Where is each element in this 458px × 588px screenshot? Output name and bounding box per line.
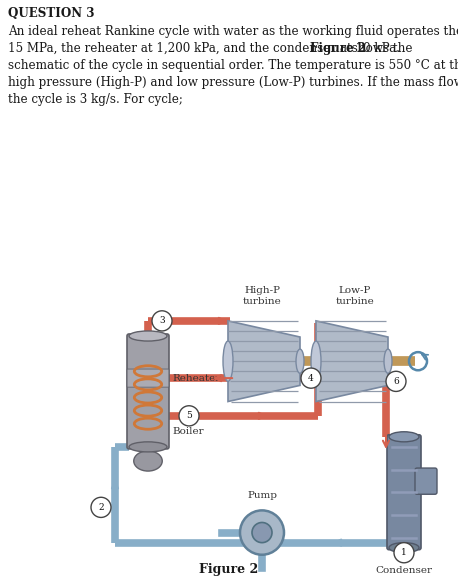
Circle shape — [91, 497, 111, 517]
Text: QUESTION 3: QUESTION 3 — [8, 7, 94, 20]
Polygon shape — [316, 321, 388, 402]
Text: the cycle is 3 kg/s. For cycle;: the cycle is 3 kg/s. For cycle; — [8, 93, 183, 106]
Ellipse shape — [311, 341, 321, 382]
Circle shape — [179, 406, 199, 426]
Ellipse shape — [296, 349, 304, 373]
FancyBboxPatch shape — [127, 369, 169, 387]
Circle shape — [240, 510, 284, 554]
Text: Figure 2: Figure 2 — [199, 563, 259, 576]
Text: 3: 3 — [159, 316, 165, 325]
Text: schematic of the cycle in sequential order. The temperature is 550 °C at the ent: schematic of the cycle in sequential ord… — [8, 59, 458, 72]
Text: Condenser: Condenser — [376, 566, 432, 575]
Circle shape — [301, 368, 321, 388]
Circle shape — [386, 371, 406, 392]
Text: High-P
turbine: High-P turbine — [243, 286, 281, 306]
FancyBboxPatch shape — [127, 334, 169, 449]
FancyBboxPatch shape — [415, 468, 437, 495]
Text: Reheater: Reheater — [172, 373, 220, 383]
Text: 5: 5 — [186, 412, 192, 420]
Ellipse shape — [134, 451, 162, 471]
Circle shape — [152, 311, 172, 331]
Ellipse shape — [389, 543, 419, 553]
Text: high pressure (High-P) and low pressure (Low-P) turbines. If the mass flow rate : high pressure (High-P) and low pressure … — [8, 76, 458, 89]
Text: shows the: shows the — [348, 42, 412, 55]
Ellipse shape — [384, 349, 392, 373]
Text: Low-P
turbine: Low-P turbine — [336, 286, 374, 306]
Text: 15 MPa, the reheater at 1,200 kPa, and the condenser at 10 kPa.: 15 MPa, the reheater at 1,200 kPa, and t… — [8, 42, 404, 55]
Text: 2: 2 — [98, 503, 104, 512]
Circle shape — [394, 543, 414, 563]
Text: 6: 6 — [393, 377, 399, 386]
Ellipse shape — [129, 331, 167, 341]
Text: An ideal reheat Rankine cycle with water as the working fluid operates the boile: An ideal reheat Rankine cycle with water… — [8, 25, 458, 38]
Circle shape — [252, 523, 272, 543]
Polygon shape — [228, 321, 300, 402]
Text: Figure 2: Figure 2 — [310, 42, 366, 55]
Text: Boiler: Boiler — [172, 427, 204, 436]
Ellipse shape — [129, 442, 167, 452]
Text: 4: 4 — [308, 373, 314, 383]
Text: 1: 1 — [401, 548, 407, 557]
FancyBboxPatch shape — [387, 435, 421, 550]
Text: Pump: Pump — [247, 492, 277, 500]
Ellipse shape — [223, 341, 233, 382]
Ellipse shape — [389, 432, 419, 442]
